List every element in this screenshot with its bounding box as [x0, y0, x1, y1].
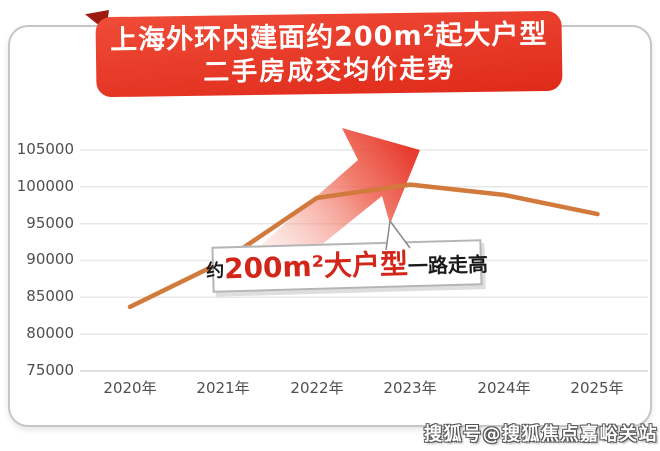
x-axis-label: 2024年	[477, 379, 531, 397]
callout-suffix: 一路走高	[407, 251, 489, 278]
callout-label: 约 200m²大户型 一路走高	[206, 239, 488, 293]
title-banner: 上海外环内建面约200m²起大户型 二手房成交均价走势	[95, 10, 563, 98]
y-axis-label: 100000	[16, 177, 74, 195]
x-axis-label: 2025年	[570, 379, 624, 397]
y-axis-label: 95000	[26, 214, 74, 232]
y-axis-label: 90000	[26, 250, 74, 268]
banner-title-line1: 上海外环内建面约200m²起大户型	[109, 18, 548, 57]
x-axis-label: 2022年	[290, 379, 344, 397]
banner-title-line2: 二手房成交均价走势	[203, 54, 456, 88]
callout-highlight: 200m²大户型	[223, 247, 409, 286]
y-axis-label: 85000	[26, 287, 74, 305]
y-axis-label: 105000	[16, 140, 74, 158]
watermark: 搜狐号@搜狐焦点嘉峪关站	[424, 424, 658, 445]
x-axis-label: 2023年	[383, 379, 437, 397]
y-axis-label: 80000	[26, 324, 74, 342]
x-axis-label: 2020年	[103, 379, 157, 397]
y-axis-label: 75000	[26, 361, 74, 379]
x-axis-label: 2021年	[196, 379, 250, 397]
callout-prefix: 约	[205, 260, 225, 282]
